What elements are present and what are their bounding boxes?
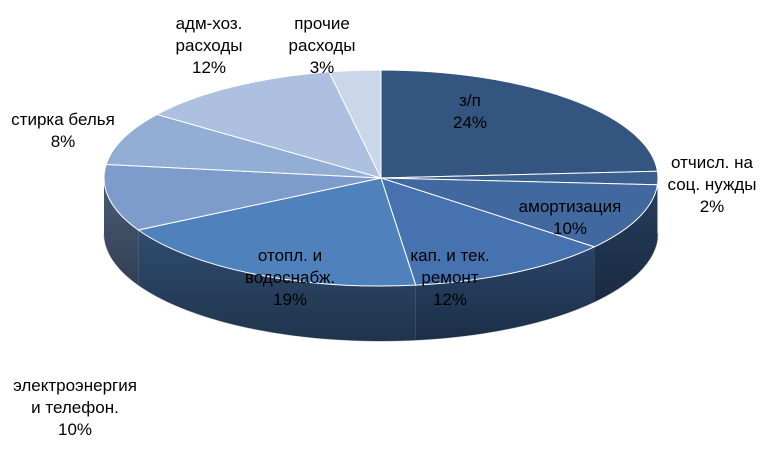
slice-label-амортизация: амортизация 10% [519, 196, 622, 240]
pie-side-shade-кап-и-тек-ремонт [415, 246, 595, 341]
slice-label-электроэнергия-и-телефон: электроэнергия и телефон. 10% [13, 375, 137, 441]
pie-slice-прочие-расходы [328, 69, 382, 179]
pie-bottom-edge [103, 232, 659, 342]
slice-label-отчисл-на-соц-нужды: отчисл. на соц. нужды 2% [668, 152, 757, 218]
slice-label-отопл-и-водоснабж: отопл. и водоснабж. 19% [245, 245, 335, 311]
slice-label-кап-и-тек-ремонт: кап. и тек. ремонт 12% [410, 245, 489, 311]
slice-label-з-п: з/п 24% [453, 90, 487, 134]
slice-percent: 24% [452, 113, 488, 132]
slice-percent: 19% [272, 290, 308, 309]
slice-label-line: прочие [294, 14, 350, 33]
slice-percent: 8% [50, 132, 76, 151]
slice-percent: 3% [309, 58, 335, 77]
slice-label-line: водоснабж. [244, 268, 336, 287]
slice-label-line: адм-хоз. [175, 14, 243, 33]
slice-label-line: электроэнергия [13, 376, 137, 395]
slice-label-line: з/п [459, 91, 481, 110]
pie-side-shade-амортизация [594, 184, 658, 302]
slice-percent: 12% [432, 290, 468, 309]
pie-slice-з-п [380, 69, 659, 179]
slice-label-line: расходы [175, 36, 243, 55]
slice-label-line: стирка белья [11, 110, 115, 129]
slice-label-line: соц. нужды [667, 175, 757, 194]
slice-percent: 10% [552, 219, 588, 238]
slice-label-стирка-белья: стирка белья 8% [11, 109, 115, 153]
pie-slice-стирка-белья [105, 113, 382, 179]
pie-side-shade-отопл-и-водоснабж [138, 230, 416, 341]
slice-label-адм-хоз-расходы: адм-хоз. расходы 12% [176, 13, 243, 79]
pie-slice-амортизация [380, 177, 659, 248]
slice-percent: 12% [191, 58, 227, 77]
slice-label-line: расходы [288, 36, 356, 55]
pie-slice-кап-и-тек-ремонт [380, 177, 596, 286]
pie-slice-электроэнергия-и-телефон [103, 163, 382, 231]
slice-percent: 10% [57, 420, 93, 439]
slice-label-line: кап. и тек. [410, 246, 490, 265]
pie-slice-адм-хоз-расходы [155, 71, 382, 179]
slice-label-line: отчисл. на [671, 153, 753, 172]
slice-label-line: амортизация [518, 197, 622, 216]
pie-slice-отопл-и-водоснабж [137, 177, 417, 287]
slice-percent: 2% [699, 197, 725, 216]
slice-label-line: и телефон. [31, 398, 119, 417]
slice-label-line: отопл. и [257, 246, 323, 265]
slice-label-line: ремонт [421, 268, 479, 287]
slice-label-прочие-расходы: прочие расходы 3% [289, 13, 356, 79]
